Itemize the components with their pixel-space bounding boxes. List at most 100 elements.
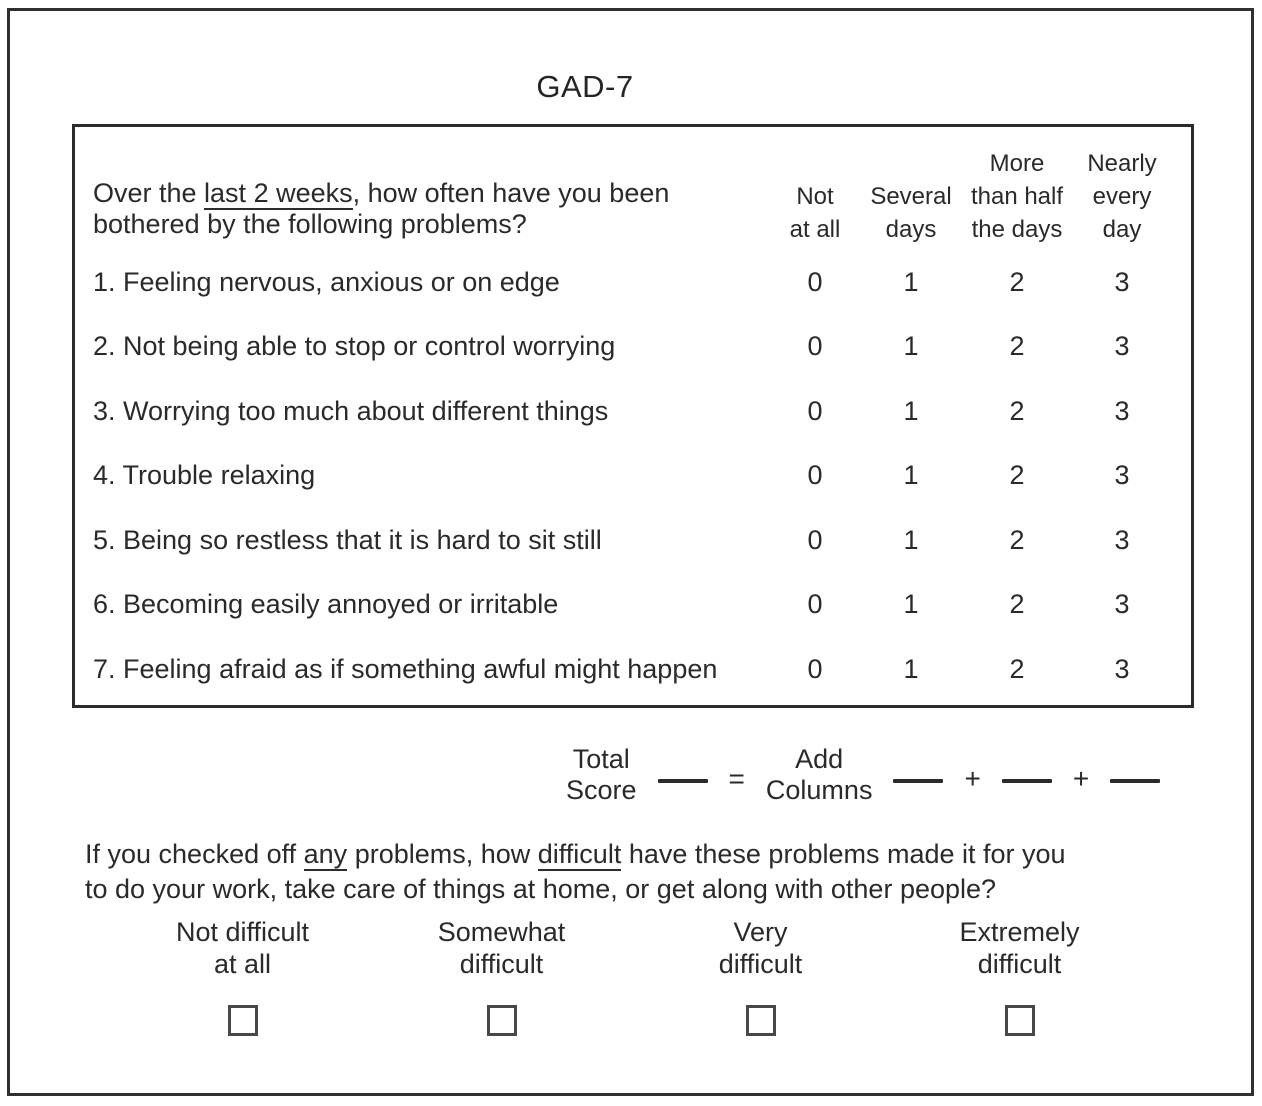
score-option-2[interactable]: 2 — [1009, 653, 1025, 684]
text-segment: have these problems made it for you — [621, 839, 1066, 869]
question-row-3: 3. Worrying too much about different thi… — [93, 379, 1169, 444]
difficulty-question-line-2: to do your work, take care of things at … — [85, 872, 1200, 907]
option-somewhat-difficult: Somewhat difficult — [372, 916, 631, 1036]
column-header-more-than-half: More than half the days — [959, 127, 1075, 250]
text-segment: problems, how — [347, 839, 538, 869]
add-columns-label-line: Add — [795, 744, 844, 774]
difficulty-question: If you checked off any problems, how dif… — [85, 837, 1200, 907]
question-label: 5. Being so restless that it is hard to … — [93, 524, 602, 555]
column-header-not-at-all: Not at all — [767, 127, 863, 250]
score-option-0[interactable]: 0 — [807, 524, 823, 555]
column-header-line: Not — [796, 183, 834, 210]
add-columns-label-line: Columns — [765, 775, 873, 805]
question-row-7: 7. Feeling afraid as if something awful … — [93, 637, 1169, 702]
text-segment: to do your work, take care of things at … — [85, 874, 997, 904]
score-option-2[interactable]: 2 — [1009, 460, 1025, 491]
column-header-nearly-every-day: Nearly every day — [1075, 127, 1169, 250]
questionnaire-table: Over the last 2 weeks, how often have yo… — [72, 124, 1194, 708]
score-option-1[interactable]: 1 — [903, 460, 919, 491]
column-sum-blank-1[interactable] — [893, 779, 944, 783]
column-sum-blank-3[interactable] — [1110, 779, 1161, 783]
score-option-0[interactable]: 0 — [807, 460, 823, 491]
difficulty-question-line-1: If you checked off any problems, how dif… — [85, 837, 1200, 872]
checkbox-very-difficult[interactable] — [745, 1005, 776, 1036]
option-extremely-difficult: Extremely difficult — [890, 916, 1149, 1036]
score-option-1[interactable]: 1 — [903, 524, 919, 555]
question-label: 1. Feeling nervous, anxious or on edge — [93, 266, 560, 297]
score-option-1[interactable]: 1 — [903, 653, 919, 684]
plus-sign-1: + — [964, 763, 981, 794]
add-columns-label: Add Columns — [766, 744, 873, 806]
option-label-line: at all — [213, 949, 272, 979]
option-label-line: difficult — [718, 949, 803, 979]
column-sum-blank-2[interactable] — [1001, 779, 1052, 783]
question-label: 6. Becoming easily annoyed or irritable — [93, 589, 559, 620]
form-title: GAD-7 — [536, 69, 634, 104]
score-option-3[interactable]: 3 — [1114, 331, 1130, 362]
score-option-1[interactable]: 1 — [903, 266, 919, 297]
score-option-0[interactable]: 0 — [807, 266, 823, 297]
question-label: 2. Not being able to stop or control wor… — [93, 331, 616, 362]
option-label-line: Very — [733, 917, 788, 947]
option-label-line: Not difficult — [175, 917, 310, 947]
score-option-1[interactable]: 1 — [903, 331, 919, 362]
column-header-several-days: Several days — [863, 127, 959, 250]
score-option-3[interactable]: 3 — [1114, 460, 1130, 491]
score-option-3[interactable]: 3 — [1114, 524, 1130, 555]
column-header-line: every — [1092, 183, 1152, 210]
question-row-1: 1. Feeling nervous, anxious or on edge 0… — [93, 250, 1169, 315]
column-header-line: the days — [971, 216, 1063, 243]
text-segment: bothered by the following problems? — [93, 209, 527, 239]
checkbox-extremely-difficult[interactable] — [1004, 1005, 1035, 1036]
option-label-line: Extremely — [959, 917, 1080, 947]
checkbox-somewhat-difficult[interactable] — [486, 1005, 517, 1036]
score-option-2[interactable]: 2 — [1009, 331, 1025, 362]
score-option-0[interactable]: 0 — [807, 653, 823, 684]
column-header-line: Several — [870, 183, 952, 210]
option-label-line: difficult — [977, 949, 1062, 979]
score-option-3[interactable]: 3 — [1114, 266, 1130, 297]
column-header-line: at all — [789, 216, 841, 243]
text-segment: , how often have you been — [352, 178, 670, 208]
score-option-2[interactable]: 2 — [1009, 266, 1025, 297]
score-option-3[interactable]: 3 — [1114, 395, 1130, 426]
score-option-1[interactable]: 1 — [903, 589, 919, 620]
score-option-0[interactable]: 0 — [807, 331, 823, 362]
question-row-6: 6. Becoming easily annoyed or irritable … — [93, 573, 1169, 638]
underlined-text: difficult — [537, 839, 622, 871]
table-intro-question: Over the last 2 weeks, how often have yo… — [93, 127, 767, 250]
plus-sign-2: + — [1072, 763, 1090, 794]
score-option-0[interactable]: 0 — [807, 395, 823, 426]
text-segment: Over the — [93, 178, 205, 208]
option-label-line: Somewhat — [437, 917, 566, 947]
score-option-2[interactable]: 2 — [1009, 589, 1025, 620]
underlined-text: any — [303, 839, 348, 871]
score-option-2[interactable]: 2 — [1009, 395, 1025, 426]
question-row-2: 2. Not being able to stop or control wor… — [93, 315, 1169, 380]
column-header-line: than half — [970, 183, 1064, 210]
total-score-label-line: Score — [566, 775, 637, 805]
column-header-line: days — [885, 216, 937, 243]
difficulty-options-row: Not difficult at all Somewhat difficult … — [113, 916, 1149, 1036]
option-very-difficult: Very difficult — [631, 916, 890, 1036]
question-row-5: 5. Being so restless that it is hard to … — [93, 508, 1169, 573]
question-label: 4. Trouble relaxing — [93, 460, 316, 491]
score-option-2[interactable]: 2 — [1009, 524, 1025, 555]
score-option-1[interactable]: 1 — [903, 395, 919, 426]
option-not-difficult-at-all: Not difficult at all — [113, 916, 372, 1036]
option-label-line: difficult — [459, 949, 544, 979]
score-option-3[interactable]: 3 — [1114, 589, 1130, 620]
table-header-row: Over the last 2 weeks, how often have yo… — [93, 127, 1169, 250]
total-score-label-line: Total — [572, 744, 630, 774]
underlined-text: last 2 weeks — [204, 178, 353, 210]
column-header-line: Nearly — [1087, 150, 1157, 177]
question-row-4: 4. Trouble relaxing 0 1 2 3 — [93, 444, 1169, 509]
score-option-0[interactable]: 0 — [807, 589, 823, 620]
score-option-3[interactable]: 3 — [1114, 653, 1130, 684]
column-header-line: day — [1102, 216, 1142, 243]
total-score-blank[interactable] — [657, 779, 708, 783]
checkbox-not-difficult-at-all[interactable] — [227, 1005, 258, 1036]
text-segment: If you checked off — [85, 839, 304, 869]
column-header-line: More — [989, 150, 1045, 177]
